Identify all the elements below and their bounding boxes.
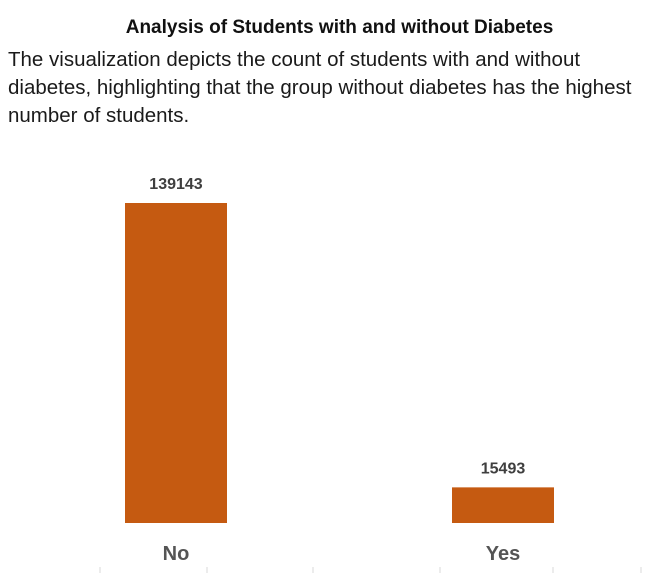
- chart-title: Analysis of Students with and without Di…: [125, 17, 554, 38]
- category-label-yes: Yes: [486, 543, 520, 565]
- data-label-yes: 15493: [481, 460, 526, 477]
- category-label-no: No: [163, 543, 190, 565]
- bar-no: [125, 203, 227, 523]
- chart-subtitle: The visualization depicts the count of s…: [8, 48, 632, 127]
- bar-yes: [452, 487, 554, 523]
- data-label-no: 139143: [149, 176, 202, 193]
